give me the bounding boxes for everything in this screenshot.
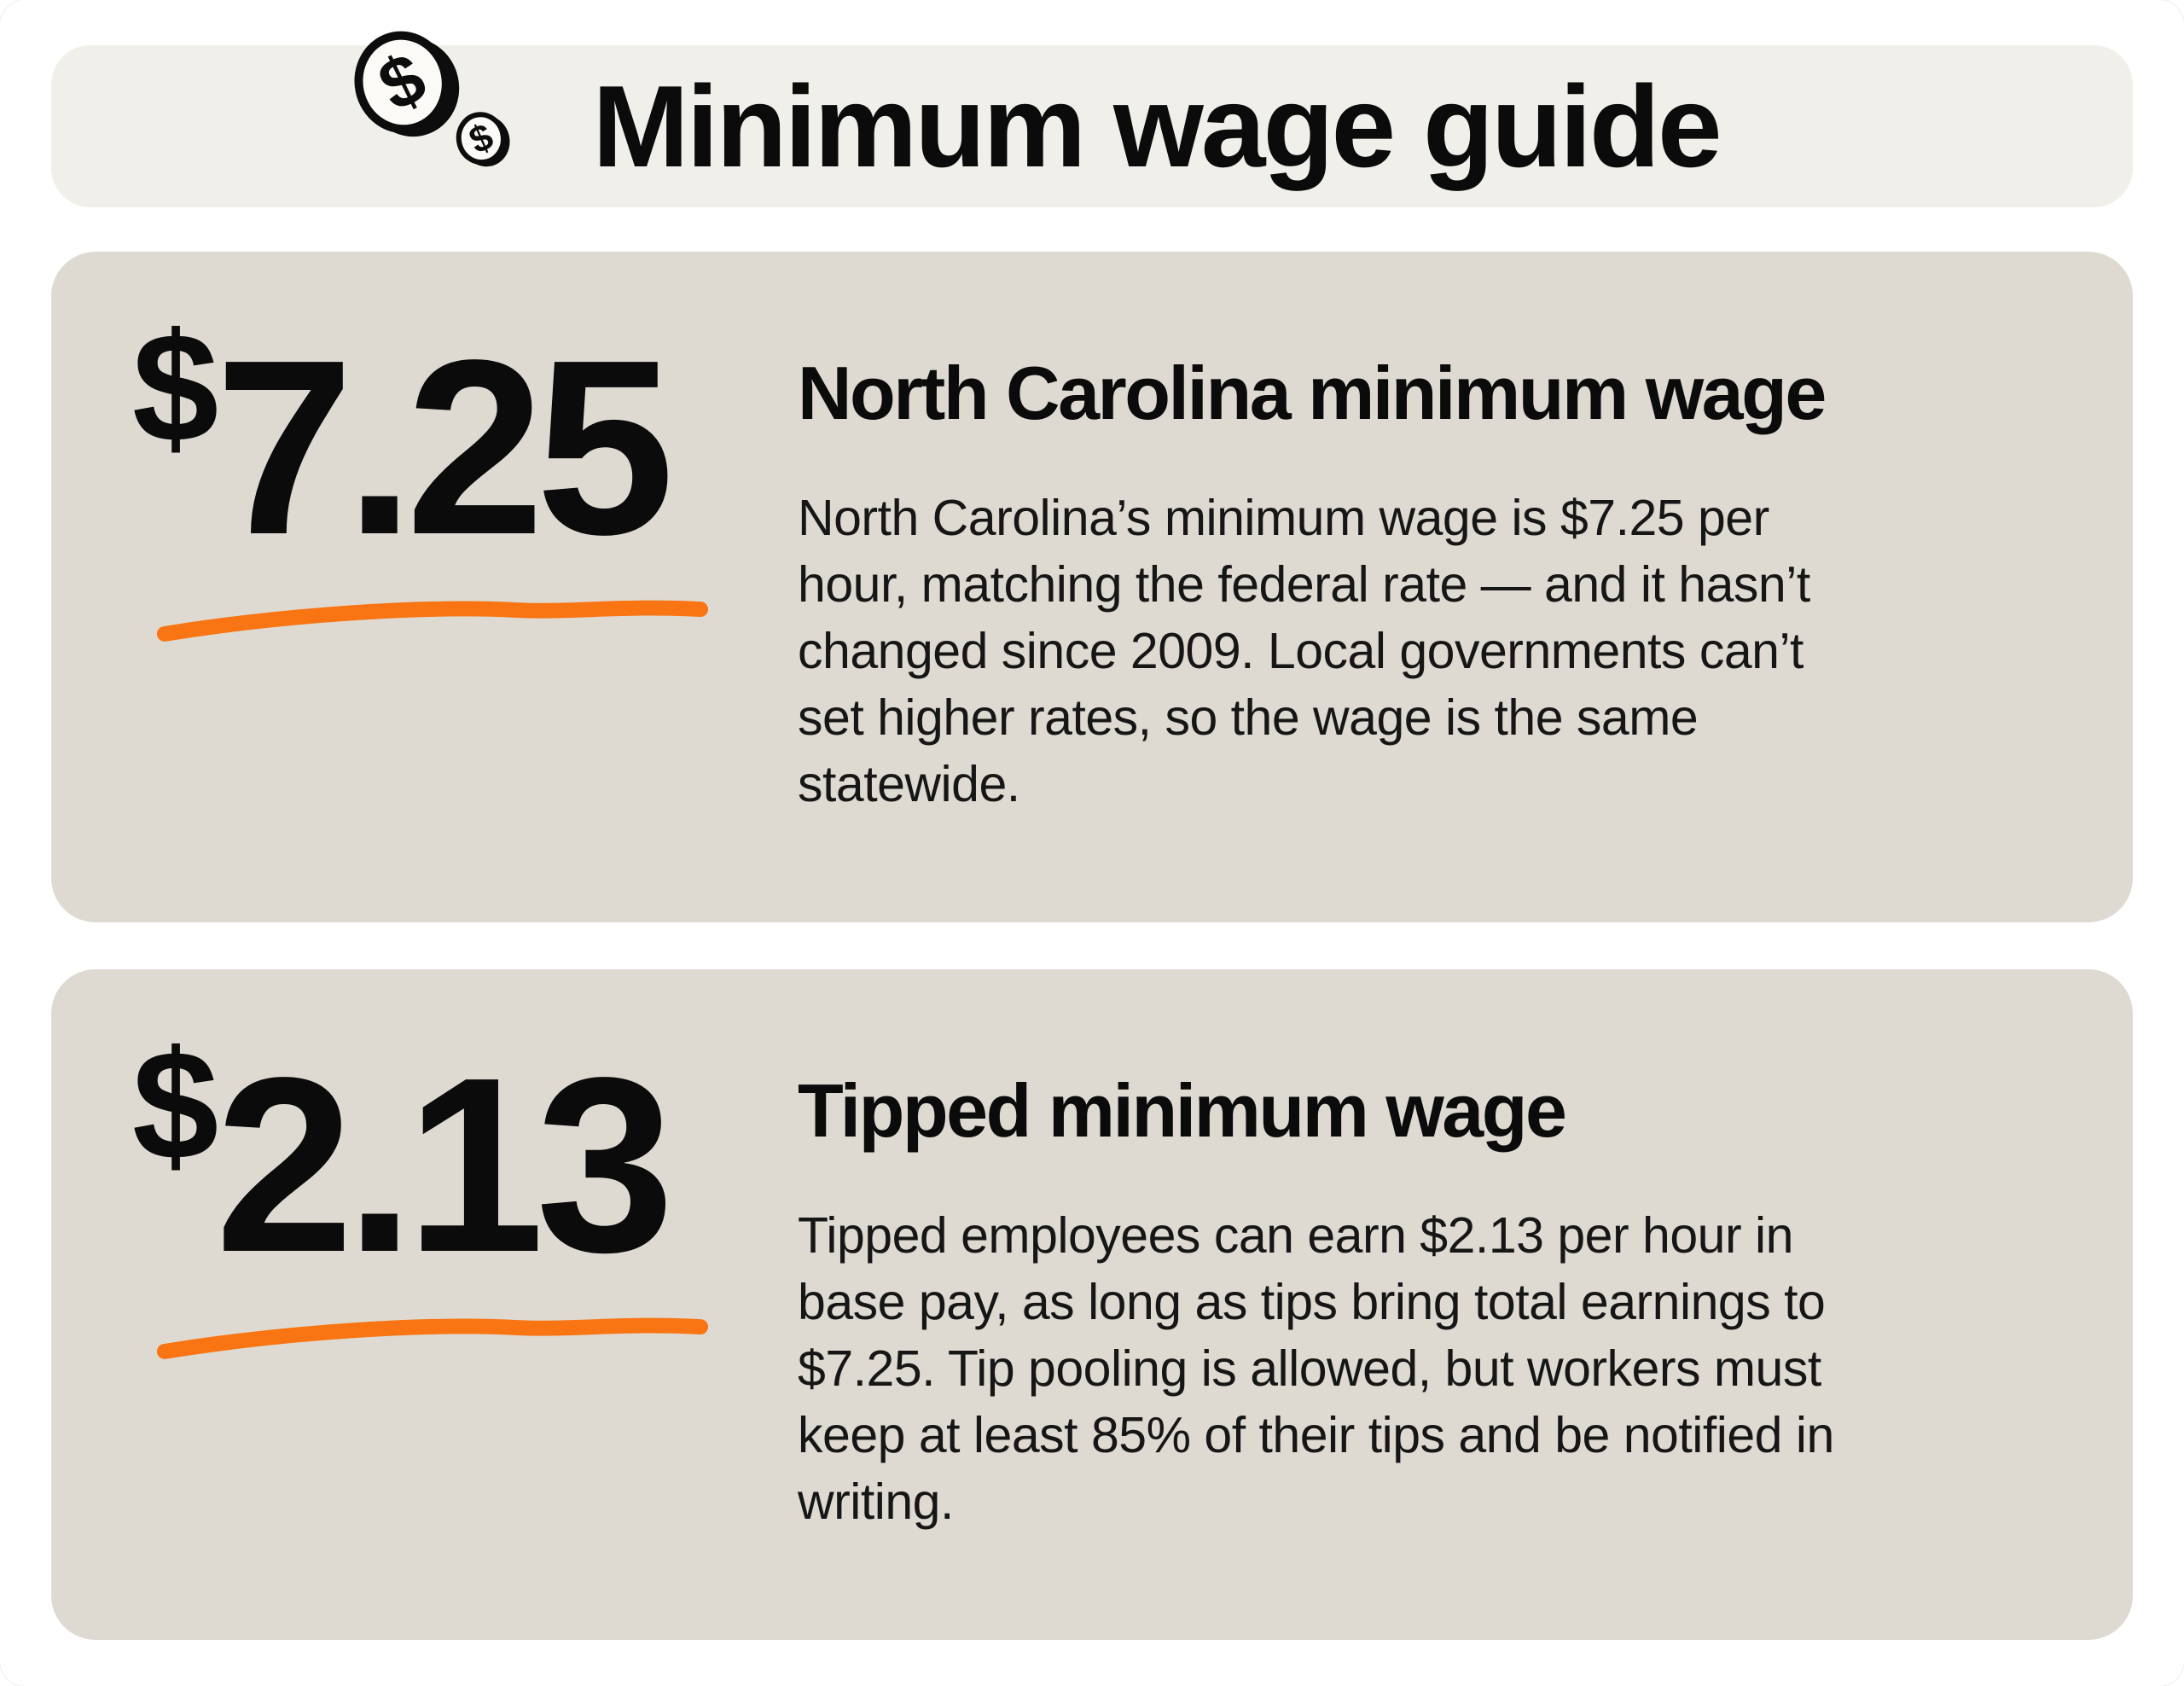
orange-underline-stroke: [156, 1318, 709, 1360]
currency-symbol: $: [132, 300, 218, 474]
wage-amount-column: $ 7.25: [51, 252, 798, 922]
wage-amount: $ 2.13: [132, 1027, 798, 1289]
card-body: North Carolina’s minimum wage is $7.25 p…: [798, 489, 1810, 812]
card-body: Tipped employees can earn $2.13 per hour…: [798, 1206, 1834, 1530]
dollar-coin-large-icon: $: [354, 31, 460, 137]
tipped-minimum-wage-card: $ 2.13 Tipped minimum wage Tipped employ…: [51, 969, 2133, 1640]
header-bar: $ $ Minimum wage guide: [51, 31, 2133, 207]
card-heading: Tipped minimum wage: [798, 1068, 1567, 1153]
wage-text-column: North Carolina minimum wage North Caroli…: [798, 252, 2133, 922]
page-title: Minimum wage guide: [592, 61, 1722, 191]
currency-symbol: $: [132, 1018, 218, 1192]
dollar-coins-icon: $ $: [350, 27, 512, 172]
dollar-coin-small-icon: $: [456, 112, 510, 167]
orange-underline-stroke: [156, 601, 709, 642]
wage-value: 7.25: [215, 308, 674, 586]
wage-text-column: Tipped minimum wage Tipped employees can…: [798, 969, 2133, 1640]
card-heading: North Carolina minimum wage: [798, 351, 1827, 435]
wage-amount: $ 7.25: [132, 310, 798, 572]
wage-value: 2.13: [215, 1026, 674, 1304]
wage-amount-column: $ 2.13: [51, 969, 798, 1640]
state-minimum-wage-card: $ 7.25 North Carolina minimum wage North…: [51, 252, 2133, 922]
